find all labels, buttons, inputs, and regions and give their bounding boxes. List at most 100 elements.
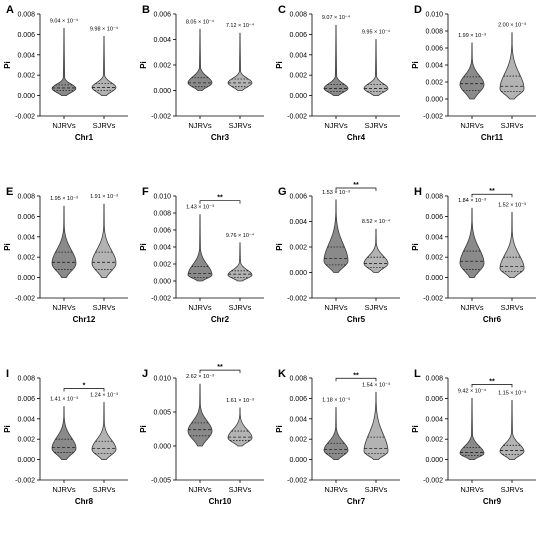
y-tick-label: 0.000 [153,444,171,451]
y-tick-label: 0.006 [289,396,307,403]
chart-panel: C -0.002 0.000 0.002 0.004 0.006 0.008 Pi 9.07 ×… [275,4,400,142]
x-tick-label: SJRVs [501,485,524,494]
violin-shape [459,42,485,100]
y-tick-label: 0.004 [17,52,35,59]
chromosome-label: Chr7 [347,497,366,506]
y-tick-label: 0.010 [153,376,171,383]
chromosome-label: Chr2 [211,315,230,324]
x-tick-label: NJRVs [188,485,211,494]
x-tick-label: SJRVs [93,303,116,312]
y-tick-label: 0.010 [153,194,171,201]
chromosome-label: Chr9 [483,497,502,506]
x-tick-label: NJRVs [52,485,75,494]
chromosome-label: Chr3 [211,133,230,142]
y-tick-label: 0.002 [289,73,307,80]
chart-panel: L -0.002 0.000 0.002 0.004 0.006 0.008 Pi 9.42 ×… [411,368,536,506]
mean-label: 1.61 × 10⁻³ [226,398,254,404]
chart-panel: D -0.002 0.000 0.002 0.004 0.006 0.008 0.010 Pi 1… [411,4,536,142]
y-tick-label: 0.002 [425,80,443,87]
y-tick-label: 0.000 [17,275,35,282]
violin-shape [51,27,77,96]
panel-letter: C [278,4,286,16]
y-tick-label: 0.008 [289,12,307,19]
y-tick-label: 0.000 [425,457,443,464]
x-tick-label: NJRVs [188,303,211,312]
y-axis-label: Pi [275,61,284,69]
y-tick-label: -0.002 [15,296,35,303]
mean-label: 1.53 × 10⁻³ [322,190,350,196]
y-axis-label: Pi [3,243,12,251]
y-tick-label: 0.004 [153,37,171,44]
y-tick-label: 0.002 [17,255,35,262]
x-tick-label: NJRVs [188,121,211,130]
x-tick-label: SJRVs [365,121,388,130]
x-tick-label: SJRVs [501,121,524,130]
x-tick-label: SJRVs [365,303,388,312]
y-tick-label: 0.002 [17,73,35,80]
y-tick-label: -0.002 [287,114,307,121]
panel-letter: D [414,4,422,16]
y-tick-label: 0.006 [153,228,171,235]
x-tick-label: SJRVs [229,485,252,494]
violin-shape [187,383,213,447]
y-axis-label: Pi [139,425,148,433]
mean-label: 1.95 × 10⁻³ [50,196,78,202]
y-tick-label: -0.002 [15,114,35,121]
y-tick-label: 0.004 [17,234,35,241]
chromosome-label: Chr4 [347,133,366,142]
mean-label: 9.95 × 10⁻⁴ [362,29,391,36]
y-tick-label: 0.002 [289,437,307,444]
violin-shape [499,32,525,100]
mean-label: 2.00 × 10⁻³ [498,23,526,29]
chromosome-label: Chr1 [75,133,94,142]
y-tick-label: 0.008 [17,194,35,201]
y-tick-label: 0.000 [289,270,307,277]
y-tick-label: 0.004 [289,52,307,59]
y-tick-label: 0.008 [289,376,307,383]
y-axis-label: Pi [411,425,420,433]
chart-panel: K -0.002 0.000 0.002 0.004 0.006 0.008 Pi 1.18 ×… [275,368,400,506]
y-tick-label: 0.000 [153,279,171,286]
violin-shape [51,406,77,460]
panel-letter: K [278,368,286,380]
mean-label: 8.05 × 10⁻⁴ [186,18,215,25]
violin-shape [323,24,349,96]
chromosome-label: Chr5 [347,315,366,324]
mean-label: 1.18 × 10⁻³ [322,398,350,404]
significance-bracket [335,187,377,191]
y-tick-label: 0.000 [289,93,307,100]
y-tick-label: 0.006 [289,32,307,39]
y-tick-label: 0.000 [425,97,443,104]
chart-panel: G -0.002 0.000 0.002 0.004 0.006 Pi 1.53 × 10⁻³… [275,182,400,324]
significance-bracket [471,193,513,198]
x-tick-label: NJRVs [52,303,75,312]
mean-label: 7.12 × 10⁻⁴ [226,22,255,29]
mean-label: 2.62 × 10⁻³ [186,374,214,380]
chart-panel: B -0.002 0.000 0.002 0.004 0.006 Pi 8.05 × 10⁻⁴… [139,4,264,142]
significance-marker: ** [489,188,495,195]
y-tick-label: 0.008 [425,376,443,383]
y-tick-label: 0.000 [17,457,35,464]
chart-panel: H -0.002 0.000 0.002 0.004 0.006 0.008 Pi 1.84 ×… [411,186,536,324]
mean-label: 1.52 × 10⁻³ [498,202,526,208]
chromosome-label: Chr6 [483,315,502,324]
mean-label: 1.91 × 10⁻³ [90,194,118,200]
y-axis-label: Pi [3,61,12,69]
mean-label: 9.76 × 10⁻⁴ [226,232,255,239]
y-tick-label: 0.002 [17,437,35,444]
significance-marker: ** [217,364,223,371]
x-tick-label: SJRVs [501,303,524,312]
significance-bracket [335,377,377,382]
x-tick-label: SJRVs [93,485,116,494]
y-tick-label: -0.002 [423,114,443,121]
chart-panel: I -0.002 0.000 0.002 0.004 0.006 0.008 Pi 1.41 ×… [3,368,128,506]
x-tick-label: NJRVs [324,303,347,312]
chart-panel: A -0.002 0.000 0.002 0.004 0.006 0.008 Pi 9.04 ×… [3,4,128,142]
violin-shape [363,228,389,273]
panel-letter: F [142,186,149,198]
significance-bracket [471,384,513,388]
violin-shape [499,400,525,460]
y-tick-label: 0.008 [425,29,443,36]
mean-label: 1.99 × 10⁻³ [458,33,486,39]
